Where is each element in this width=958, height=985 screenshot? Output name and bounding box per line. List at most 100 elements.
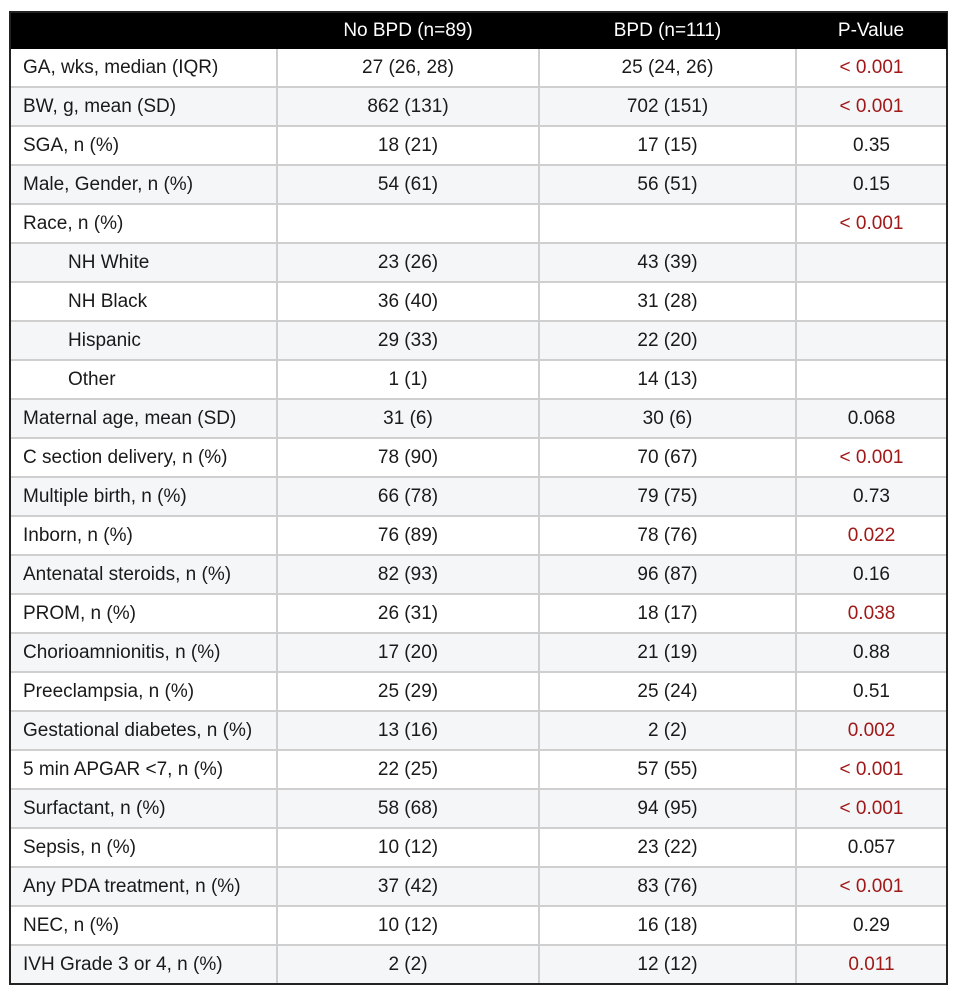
row-label: 5 min APGAR <7, n (%) xyxy=(11,750,278,790)
table-row: PROM, n (%) 26 (31) 18 (17) 0.038 xyxy=(11,594,946,634)
table-header: No BPD (n=89) BPD (n=111) P-Value xyxy=(11,13,947,49)
cell-p-value xyxy=(796,243,946,283)
cell-bpd: 21 (19) xyxy=(539,633,797,673)
cell-bpd: 43 (39) xyxy=(539,243,797,283)
table-row: Any PDA treatment, n (%) 37 (42) 83 (76) < … xyxy=(11,867,946,907)
table-row: Hispanic 29 (33) 22 (20) xyxy=(11,321,946,361)
cell-no-bpd: 862 (131) xyxy=(277,87,540,127)
table-row: Surfactant, n (%) 58 (68) 94 (95) < 0.001 xyxy=(11,789,946,829)
cell-no-bpd: 78 (90) xyxy=(277,438,540,478)
cell-bpd: 25 (24, 26) xyxy=(539,49,797,88)
row-label: Gestational diabetes, n (%) xyxy=(11,711,278,751)
cell-no-bpd: 25 (29) xyxy=(277,672,540,712)
table-body: GA, wks, median (IQR) 27 (26, 28) 25 (24, … xyxy=(11,49,946,983)
cell-p-value: 0.88 xyxy=(796,633,946,673)
cell-p-value: 0.022 xyxy=(796,516,946,556)
row-sublabel: NH Black xyxy=(11,282,278,322)
row-label: Surfactant, n (%) xyxy=(11,789,278,829)
table-row: Sepsis, n (%) 10 (12) 23 (22) 0.057 xyxy=(11,828,946,868)
cell-p-value: 0.73 xyxy=(796,477,946,517)
cell-no-bpd: 13 (16) xyxy=(277,711,540,751)
cell-bpd: 702 (151) xyxy=(539,87,797,127)
row-label: Maternal age, mean (SD) xyxy=(11,399,278,439)
table-row: Chorioamnionitis, n (%) 17 (20) 21 (19) 0.8… xyxy=(11,633,946,673)
cell-bpd: 96 (87) xyxy=(539,555,797,595)
table-row: 5 min APGAR <7, n (%) 22 (25) 57 (55) < 0.0… xyxy=(11,750,946,790)
row-sublabel: Hispanic xyxy=(11,321,278,361)
cell-bpd: 23 (22) xyxy=(539,828,797,868)
cell-no-bpd: 18 (21) xyxy=(277,126,540,166)
cell-p-value xyxy=(796,360,946,400)
table-row: C section delivery, n (%) 78 (90) 70 (67) <… xyxy=(11,438,946,478)
cell-bpd: 31 (28) xyxy=(539,282,797,322)
cell-p-value xyxy=(796,282,946,322)
cell-bpd: 16 (18) xyxy=(539,906,797,946)
cell-bpd: 70 (67) xyxy=(539,438,797,478)
header-no-bpd: No BPD (n=89) xyxy=(277,13,540,49)
cell-no-bpd: 22 (25) xyxy=(277,750,540,790)
cell-no-bpd: 2 (2) xyxy=(277,945,540,983)
cell-bpd: 12 (12) xyxy=(539,945,797,983)
row-label: Race, n (%) xyxy=(11,204,278,244)
header-bpd: BPD (n=111) xyxy=(539,13,797,49)
table-row: Male, Gender, n (%) 54 (61) 56 (51) 0.15 xyxy=(11,165,946,205)
row-sublabel: Other xyxy=(11,360,278,400)
header-variable xyxy=(11,13,278,49)
row-label: Multiple birth, n (%) xyxy=(11,477,278,517)
cell-bpd: 14 (13) xyxy=(539,360,797,400)
table-row: GA, wks, median (IQR) 27 (26, 28) 25 (24, … xyxy=(11,49,946,88)
cell-no-bpd: 10 (12) xyxy=(277,906,540,946)
row-label: Antenatal steroids, n (%) xyxy=(11,555,278,595)
table-row: Inborn, n (%) 76 (89) 78 (76) 0.022 xyxy=(11,516,946,556)
cell-no-bpd: 23 (26) xyxy=(277,243,540,283)
cell-no-bpd: 10 (12) xyxy=(277,828,540,868)
cell-p-value: 0.057 xyxy=(796,828,946,868)
characteristics-table: No BPD (n=89) BPD (n=111) P-Value GA, wk… xyxy=(11,13,947,983)
row-label: Any PDA treatment, n (%) xyxy=(11,867,278,907)
cell-bpd: 22 (20) xyxy=(539,321,797,361)
cell-bpd: 83 (76) xyxy=(539,867,797,907)
row-label: GA, wks, median (IQR) xyxy=(11,49,278,88)
cell-no-bpd: 26 (31) xyxy=(277,594,540,634)
table-row: Multiple birth, n (%) 66 (78) 79 (75) 0.73 xyxy=(11,477,946,517)
cell-bpd: 18 (17) xyxy=(539,594,797,634)
row-label: IVH Grade 3 or 4, n (%) xyxy=(11,945,278,983)
row-label: NEC, n (%) xyxy=(11,906,278,946)
characteristics-table-container: No BPD (n=89) BPD (n=111) P-Value GA, wk… xyxy=(9,11,948,985)
table-row: BW, g, mean (SD) 862 (131) 702 (151) < 0.00… xyxy=(11,87,946,127)
cell-p-value: 0.29 xyxy=(796,906,946,946)
cell-no-bpd: 82 (93) xyxy=(277,555,540,595)
cell-no-bpd: 58 (68) xyxy=(277,789,540,829)
cell-p-value xyxy=(796,321,946,361)
table-row: IVH Grade 3 or 4, n (%) 2 (2) 12 (12) 0.011 xyxy=(11,945,946,983)
row-label: Preeclampsia, n (%) xyxy=(11,672,278,712)
cell-no-bpd: 27 (26, 28) xyxy=(277,49,540,88)
row-label: C section delivery, n (%) xyxy=(11,438,278,478)
cell-p-value: 0.15 xyxy=(796,165,946,205)
table-row: NH White 23 (26) 43 (39) xyxy=(11,243,946,283)
cell-bpd: 94 (95) xyxy=(539,789,797,829)
cell-p-value: 0.068 xyxy=(796,399,946,439)
row-label: Sepsis, n (%) xyxy=(11,828,278,868)
cell-no-bpd: 31 (6) xyxy=(277,399,540,439)
table-row: Other 1 (1) 14 (13) xyxy=(11,360,946,400)
cell-no-bpd: 37 (42) xyxy=(277,867,540,907)
header-p-value: P-Value xyxy=(796,13,947,49)
cell-bpd: 78 (76) xyxy=(539,516,797,556)
header-row: No BPD (n=89) BPD (n=111) P-Value xyxy=(11,13,947,49)
table-row: Antenatal steroids, n (%) 82 (93) 96 (87) 0… xyxy=(11,555,946,595)
row-sublabel: NH White xyxy=(11,243,278,283)
cell-p-value: < 0.001 xyxy=(796,438,946,478)
table-row: Race, n (%) < 0.001 xyxy=(11,204,946,244)
cell-no-bpd: 1 (1) xyxy=(277,360,540,400)
cell-p-value: 0.011 xyxy=(796,945,946,983)
cell-bpd: 79 (75) xyxy=(539,477,797,517)
row-label: Male, Gender, n (%) xyxy=(11,165,278,205)
cell-p-value: 0.038 xyxy=(796,594,946,634)
cell-bpd: 30 (6) xyxy=(539,399,797,439)
row-label: Inborn, n (%) xyxy=(11,516,278,556)
cell-p-value: 0.35 xyxy=(796,126,946,166)
cell-bpd: 56 (51) xyxy=(539,165,797,205)
table-row: NEC, n (%) 10 (12) 16 (18) 0.29 xyxy=(11,906,946,946)
cell-bpd: 25 (24) xyxy=(539,672,797,712)
